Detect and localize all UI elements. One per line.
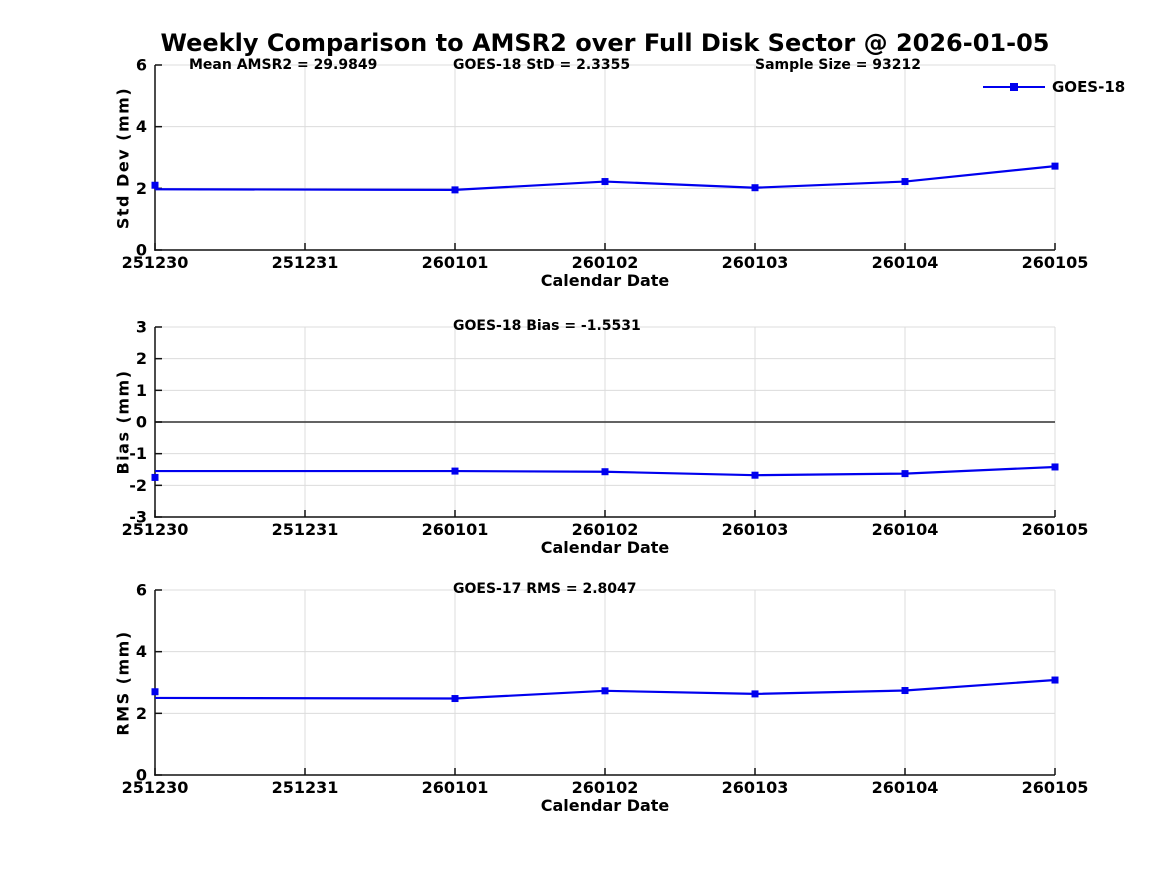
y-axis-label-std-dev: Std Dev (mm) [113, 86, 133, 230]
data-point-marker [601, 178, 609, 186]
x-tick-label: 260101 [422, 778, 489, 797]
panel-rms: 251230 251231 260101 260102 260103 260104 2601… [122, 581, 1089, 798]
panel-bias: 251230 251231 260101 260102 260103 260104 2601… [122, 318, 1089, 540]
x-tick-label: 260105 [1022, 253, 1089, 272]
panel-std-dev: 251230 251231 260101 260102 260103 260104 2601… [122, 56, 1089, 273]
x-tick-label: 251231 [272, 778, 339, 797]
data-point-marker [901, 178, 909, 186]
y-tick-label: -3 [129, 508, 147, 527]
data-point-marker [901, 687, 909, 695]
y-axis-label-rms: RMS (mm) [113, 630, 133, 736]
x-tick-label: 260104 [872, 520, 939, 539]
data-point-marker [751, 471, 759, 479]
y-axis-label-bias: Bias (mm) [113, 369, 133, 475]
x-tick-label: 251230 [122, 778, 189, 797]
x-tick-label: 251231 [272, 253, 339, 272]
x-tick-label: 260103 [722, 520, 789, 539]
legend-square-marker-icon [1010, 83, 1018, 91]
data-point-marker [751, 690, 759, 698]
x-axis-label-panel1: Calendar Date [540, 271, 670, 290]
data-point-marker [451, 695, 459, 703]
y-tick-label: -2 [129, 476, 147, 495]
x-tick-label: 251230 [122, 253, 189, 272]
y-tick-label: 3 [136, 318, 147, 337]
y-tick-label: 4 [136, 642, 147, 661]
x-tick-label: 251231 [272, 520, 339, 539]
series-line-goes-18 [154, 165, 1056, 191]
series-line-goes-18 [155, 465, 1056, 477]
annotation-goes18-bias: GOES-18 Bias = -1.5531 [453, 318, 641, 334]
y-tick-label: 6 [136, 56, 147, 75]
x-tick-label: 260102 [572, 520, 639, 539]
x-axis-label-panel3: Calendar Date [540, 796, 670, 815]
y-tick-label: 2 [136, 179, 147, 198]
annotation-goes17-rms: GOES-17 RMS = 2.8047 [453, 581, 637, 597]
x-axis-label-panel2: Calendar Date [540, 538, 670, 557]
data-point-marker [451, 467, 459, 475]
y-tick-label: 0 [136, 241, 147, 260]
x-tick-label: 260105 [1022, 778, 1089, 797]
x-tick-label: 251230 [122, 520, 189, 539]
x-tick-label: 260103 [722, 778, 789, 797]
chart-title: Weekly Comparison to AMSR2 over Full Dis… [160, 29, 1050, 57]
series-line-goes-18 [154, 678, 1056, 700]
y-tick-label: 4 [136, 117, 147, 136]
y-tick-label: 1 [136, 381, 147, 400]
data-point-marker [1051, 676, 1059, 684]
y-tick-label: 0 [136, 766, 147, 785]
y-tick-label: 2 [136, 704, 147, 723]
data-point-marker [151, 688, 159, 696]
legend: GOES-18 [983, 78, 1126, 96]
y-tick-label: 2 [136, 349, 147, 368]
x-tick-label: 260105 [1022, 520, 1089, 539]
x-tick-label: 260104 [872, 253, 939, 272]
legend-line-sample [983, 83, 1045, 91]
legend-label: GOES-18 [1052, 78, 1126, 96]
y-tick-label: 6 [136, 581, 147, 600]
data-point-marker [601, 468, 609, 476]
data-point-marker [751, 184, 759, 192]
x-tick-label: 260102 [572, 778, 639, 797]
data-point-marker [151, 181, 159, 189]
data-point-marker [601, 687, 609, 695]
x-tick-label: 260103 [722, 253, 789, 272]
x-tick-label: 260104 [872, 778, 939, 797]
annotation-sample-size: Sample Size = 93212 [755, 57, 922, 73]
data-point-marker [1051, 463, 1059, 471]
data-point-marker [151, 473, 159, 481]
data-point-marker [451, 186, 459, 194]
y-tick-label: -1 [129, 444, 147, 463]
data-point-marker [1051, 162, 1059, 170]
annotation-mean-amsr2: Mean AMSR2 = 29.9849 [189, 57, 378, 73]
x-tick-label: 260102 [572, 253, 639, 272]
x-tick-label: 260101 [422, 520, 489, 539]
x-tick-label: 260101 [422, 253, 489, 272]
data-point-marker [901, 470, 909, 478]
annotation-goes18-std: GOES-18 StD = 2.3355 [453, 57, 631, 73]
y-tick-label: 0 [136, 413, 147, 432]
